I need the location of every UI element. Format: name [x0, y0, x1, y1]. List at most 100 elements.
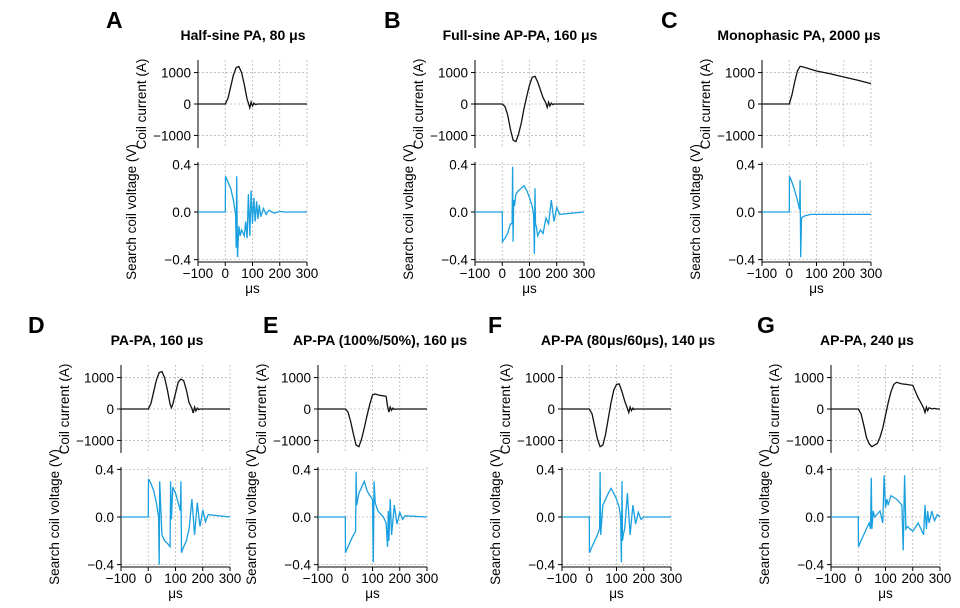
- x-tick-label: 200: [832, 266, 855, 281]
- y-axis-label: Search coil voltage (V): [757, 449, 772, 585]
- x-tick-label: 300: [219, 571, 242, 586]
- y-tick-label: 0.0: [95, 510, 114, 525]
- voltage-plot: 0.4 0.0 −0.4 Search coil voltage (V) −100 0 10…: [124, 144, 318, 296]
- current-plot: 1000 0 −1000 Coil current (A): [411, 59, 585, 149]
- y-tick-label: −0.4: [728, 253, 755, 268]
- search-coil-voltage-trace: [762, 176, 871, 258]
- y-tick-label: 0: [547, 402, 555, 417]
- y-axis-label: Search coil voltage (V): [688, 144, 703, 280]
- current-plot: 1000 0 −1000 Coil current (A): [134, 59, 308, 150]
- y-tick-label: 0.4: [805, 462, 824, 477]
- coil-current-trace: [475, 75, 584, 143]
- current-plot: 1000 0 −1000 Coil current (A): [698, 59, 872, 150]
- x-tick-label: 100: [805, 266, 828, 281]
- coil-current-trace: [762, 65, 872, 105]
- x-tick-label: 200: [545, 266, 568, 281]
- y-tick-label: 0.0: [736, 205, 755, 220]
- y-axis-label: Search coil voltage (V): [488, 449, 503, 585]
- x-axis-label: μs: [522, 281, 537, 296]
- coil-current-trace: [198, 65, 307, 111]
- y-tick-label: 0.4: [95, 462, 114, 477]
- x-tick-label: −100: [460, 266, 490, 281]
- y-tick-label: −0.4: [284, 558, 311, 573]
- search-coil-voltage-trace: [475, 166, 585, 254]
- x-tick-label: −100: [547, 571, 577, 586]
- y-tick-label: 0.0: [449, 205, 468, 220]
- x-tick-label: 200: [388, 571, 411, 586]
- y-tick-label: −1000: [76, 433, 114, 448]
- search-coil-voltage-trace: [831, 475, 941, 551]
- x-tick-label: −100: [183, 266, 213, 281]
- y-axis-label: Search coil voltage (V): [47, 449, 62, 585]
- voltage-plot: 0.4 0.0 −0.4 Search coil voltage (V) −100 0 10…: [688, 144, 882, 296]
- panel-letter: F: [488, 312, 502, 338]
- y-axis-label: Search coil voltage (V): [401, 144, 416, 280]
- search-coil-voltage-trace: [198, 176, 307, 258]
- current-plot: 1000 0 −1000 Coil current (A): [767, 364, 941, 455]
- y-tick-label: 0: [816, 402, 824, 417]
- y-axis-label: Coil current (A): [767, 364, 782, 455]
- y-tick-label: −0.4: [797, 558, 824, 573]
- y-tick-label: 1000: [438, 66, 468, 81]
- y-tick-label: 0.0: [292, 510, 311, 525]
- search-coil-voltage-trace: [318, 471, 428, 563]
- x-tick-label: 300: [573, 266, 596, 281]
- panel-title: Full-sine AP-PA, 160 μs: [443, 27, 598, 43]
- y-tick-label: 0.4: [536, 462, 555, 477]
- coil-current-trace: [831, 381, 940, 448]
- x-tick-label: 100: [361, 571, 384, 586]
- x-tick-label: 300: [860, 266, 883, 281]
- y-tick-label: 1000: [794, 371, 824, 386]
- y-tick-label: 0.0: [172, 205, 191, 220]
- panel-title: AP-PA (100%/50%), 160 μs: [293, 332, 468, 348]
- x-axis-label: μs: [365, 586, 380, 601]
- y-axis-label: Coil current (A): [134, 59, 149, 150]
- y-tick-label: 0: [460, 97, 468, 112]
- y-tick-label: −1000: [430, 128, 468, 143]
- voltage-plot: 0.4 0.0 −0.4 Search coil voltage (V) −100 0 10…: [47, 449, 241, 601]
- panel-e: EAP-PA (100%/50%), 160 μs10000−1000Coil …: [244, 312, 467, 601]
- y-tick-label: 1000: [84, 371, 114, 386]
- y-tick-label: −1000: [786, 433, 824, 448]
- panel-title: Monophasic PA, 2000 μs: [717, 27, 880, 43]
- y-axis-label: Coil current (A): [254, 364, 269, 455]
- y-tick-label: 1000: [525, 371, 555, 386]
- x-tick-label: 200: [901, 571, 924, 586]
- y-axis-label: Search coil voltage (V): [124, 144, 139, 280]
- search-coil-voltage-trace: [121, 478, 231, 565]
- y-tick-label: 0.4: [449, 157, 468, 172]
- y-axis-label: Coil current (A): [498, 364, 513, 455]
- panel-letter: B: [384, 7, 401, 33]
- x-tick-label: 100: [164, 571, 187, 586]
- x-tick-label: 0: [785, 266, 793, 281]
- x-tick-label: 100: [518, 266, 541, 281]
- x-tick-label: 0: [585, 571, 593, 586]
- y-axis-label: Search coil voltage (V): [244, 449, 259, 585]
- x-tick-label: 200: [268, 266, 291, 281]
- y-axis-label: Coil current (A): [57, 364, 72, 455]
- current-plot: 1000 0 −1000 Coil current (A): [498, 364, 672, 455]
- current-plot: 1000 0 −1000 Coil current (A): [254, 364, 428, 455]
- search-coil-voltage-trace: [562, 471, 671, 563]
- y-tick-label: −0.4: [528, 558, 555, 573]
- y-axis-label: Coil current (A): [698, 59, 713, 150]
- x-axis-label: μs: [609, 586, 624, 601]
- y-tick-label: 0: [183, 97, 191, 112]
- x-axis-label: μs: [878, 586, 893, 601]
- x-tick-label: −100: [303, 571, 333, 586]
- y-tick-label: 0.4: [172, 157, 191, 172]
- y-tick-label: 0.0: [805, 510, 824, 525]
- x-tick-label: 100: [605, 571, 628, 586]
- y-tick-label: −0.4: [87, 558, 114, 573]
- x-axis-label: μs: [168, 586, 183, 601]
- voltage-plot: 0.4 0.0 −0.4 Search coil voltage (V) −100 0 10…: [488, 449, 682, 601]
- panel-title: AP-PA, 240 μs: [820, 332, 914, 348]
- y-tick-label: −0.4: [441, 253, 468, 268]
- x-tick-label: 300: [660, 571, 683, 586]
- y-tick-label: 0: [747, 97, 755, 112]
- voltage-plot: 0.4 0.0 −0.4 Search coil voltage (V) −100 0 10…: [757, 449, 951, 601]
- x-axis-label: μs: [245, 281, 260, 296]
